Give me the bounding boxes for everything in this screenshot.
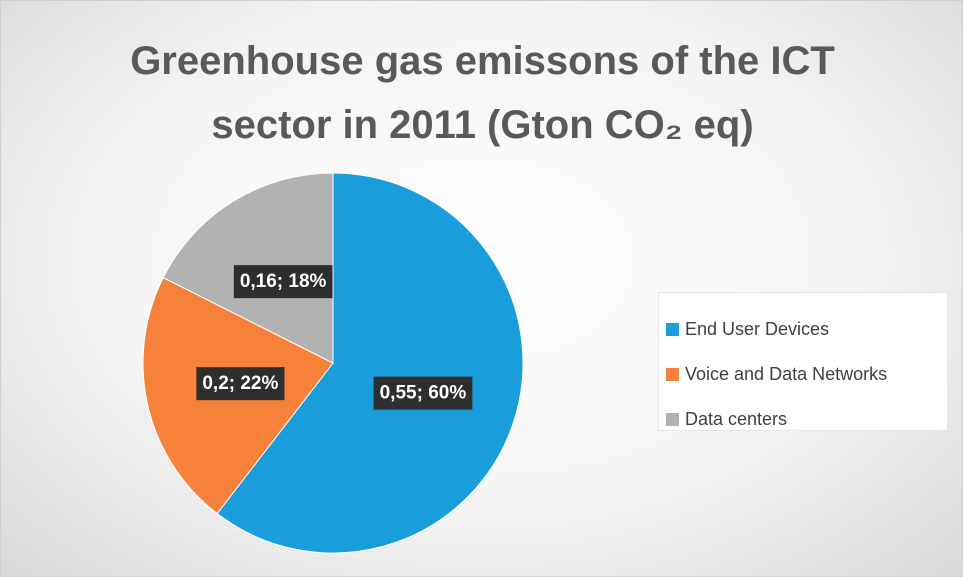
legend: End User Devices Voice and Data Networks D… bbox=[658, 292, 948, 431]
legend-swatch bbox=[666, 368, 679, 381]
legend-swatch bbox=[666, 323, 679, 336]
chart-title: Greenhouse gas emissons of the ICT secto… bbox=[130, 39, 835, 147]
legend-item: Voice and Data Networks bbox=[659, 352, 947, 397]
data-label-text: 0,55; 60% bbox=[380, 383, 467, 404]
data-label-text: 0,2; 22% bbox=[202, 373, 278, 394]
data-label-box bbox=[233, 265, 333, 299]
data-label: 0,16; 18% bbox=[233, 265, 333, 299]
legend-item: Data centers bbox=[659, 397, 947, 442]
legend-swatch bbox=[666, 413, 679, 426]
data-label: 0,55; 60% bbox=[373, 376, 473, 410]
data-label-box bbox=[196, 367, 285, 401]
legend-item: End User Devices bbox=[659, 307, 947, 352]
legend-label: End User Devices bbox=[685, 319, 830, 339]
data-label-box bbox=[373, 376, 473, 410]
legend-label: Data centers bbox=[685, 409, 788, 429]
data-label: 0,2; 22% bbox=[196, 367, 285, 401]
pie-slice bbox=[216, 172, 524, 554]
data-label-text: 0,16; 18% bbox=[240, 271, 327, 292]
legend-label: Voice and Data Networks bbox=[685, 364, 888, 384]
